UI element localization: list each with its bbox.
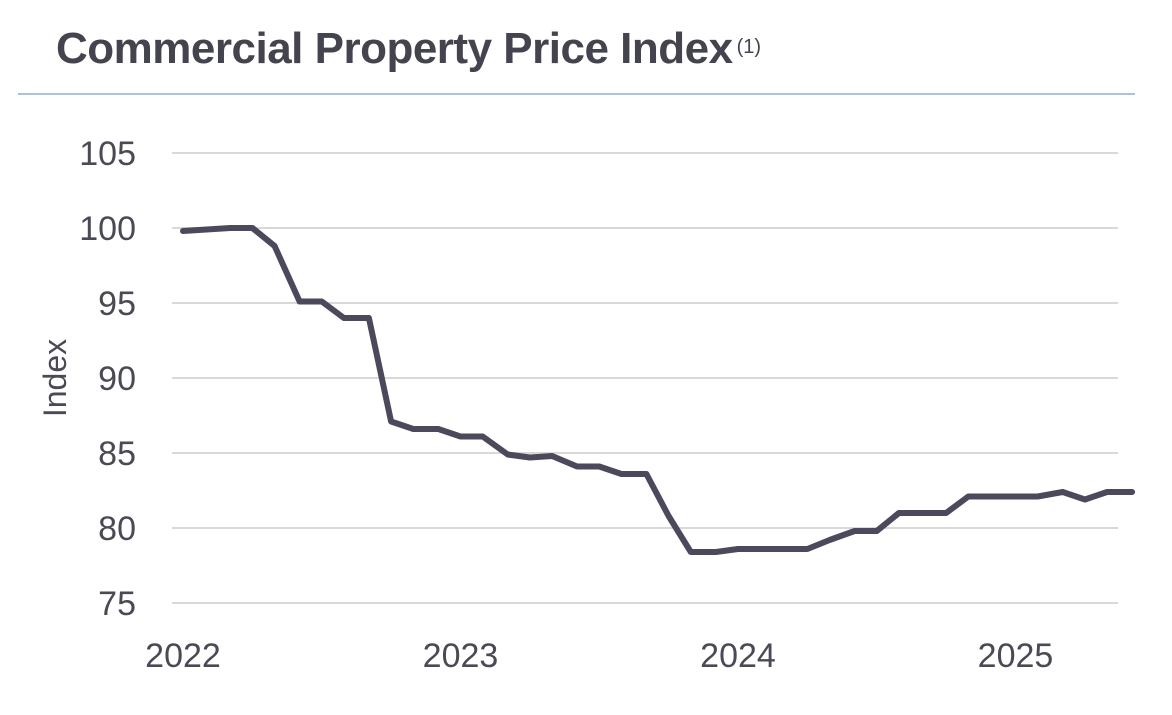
x-axis-ticks: 2022 2023 2024 2025 — [145, 637, 1053, 675]
x-tick-label: 2023 — [423, 637, 499, 675]
series-line — [180, 225, 1136, 555]
y-tick-label: 95 — [98, 285, 136, 323]
title-footnote-marker: (1) — [736, 35, 762, 58]
y-tick-label: 85 — [98, 435, 136, 473]
chart-title: Commercial Property Price Index — [56, 24, 733, 73]
series-group — [180, 225, 1136, 555]
title-divider — [18, 93, 1135, 95]
x-tick-label: 2024 — [700, 637, 776, 675]
y-tick-label: 80 — [98, 510, 136, 548]
y-axis-label: Index — [37, 339, 73, 417]
chart-title-wrap: Commercial Property Price Index (1) — [56, 24, 761, 74]
gridlines — [172, 152, 1118, 604]
y-axis-ticks: 75 80 85 90 95 100 105 — [79, 135, 136, 623]
y-tick-label: 75 — [98, 585, 136, 623]
x-tick-label: 2022 — [145, 637, 221, 675]
y-tick-label: 105 — [79, 135, 136, 173]
y-tick-label: 100 — [79, 210, 136, 248]
y-tick-label: 90 — [98, 360, 136, 398]
x-tick-label: 2025 — [978, 637, 1054, 675]
